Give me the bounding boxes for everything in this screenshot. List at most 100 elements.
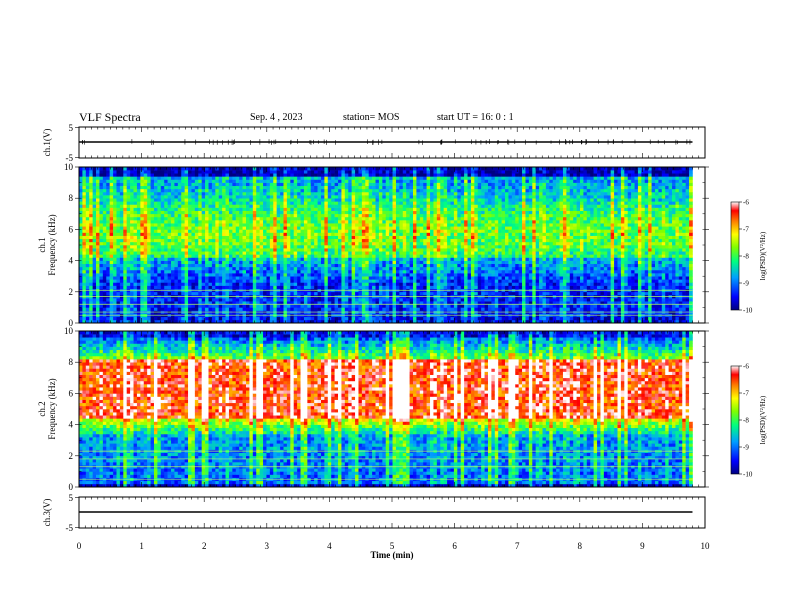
spec-cell xyxy=(290,210,295,215)
spec-cell xyxy=(303,229,308,233)
spec-cell xyxy=(109,298,114,302)
spec-cell xyxy=(102,223,107,227)
spec-cell xyxy=(164,245,168,249)
spec-cell xyxy=(116,216,121,221)
spec-cell xyxy=(307,257,312,261)
spec-cell xyxy=(263,201,267,205)
spec-cell xyxy=(130,216,134,221)
spec-cell xyxy=(249,263,254,268)
spec-cell xyxy=(348,273,352,277)
spec-cell xyxy=(290,223,295,227)
spec-cell xyxy=(365,238,369,243)
spec-cell xyxy=(218,220,223,224)
spec-cell xyxy=(208,291,213,296)
spec-cell xyxy=(246,269,250,274)
spec-cell xyxy=(334,291,339,296)
spec-cell xyxy=(314,223,318,227)
spec-cell xyxy=(338,257,342,261)
spec-cell xyxy=(324,251,329,255)
spec-cell xyxy=(355,210,359,215)
spec-cell xyxy=(191,260,196,265)
spec-cell xyxy=(164,173,168,177)
spec-cell xyxy=(164,170,168,174)
spec-cell xyxy=(119,213,124,218)
spec-cell xyxy=(106,254,110,258)
spec-cell xyxy=(395,204,400,208)
spec-cell xyxy=(79,170,83,174)
spec-cell xyxy=(341,213,346,218)
spec-cell xyxy=(273,257,277,261)
spec-cell xyxy=(355,229,359,233)
spec-cell xyxy=(252,204,257,208)
spec-cell xyxy=(256,182,260,187)
spec-cell xyxy=(297,201,301,205)
spec-cell xyxy=(113,195,117,199)
spec-cell xyxy=(297,266,301,271)
spec-cell xyxy=(116,207,121,211)
spec-cell xyxy=(300,167,305,171)
spec-cell xyxy=(252,257,257,261)
spec-cell xyxy=(113,238,117,243)
spec-cell xyxy=(290,216,295,221)
spec-cell xyxy=(181,304,185,308)
spec-cell xyxy=(99,298,104,302)
spec-cell xyxy=(208,304,213,308)
spec-cell xyxy=(116,257,121,261)
spec-cell xyxy=(378,245,383,249)
spec-cell xyxy=(133,173,138,177)
spec-cell xyxy=(89,319,93,324)
spec-cell xyxy=(269,301,274,305)
spec-cell xyxy=(232,182,237,187)
spec-cell xyxy=(188,185,192,190)
spec-cell xyxy=(382,223,387,227)
spec-cell xyxy=(184,316,189,321)
spec-cell xyxy=(136,191,141,196)
spec-cell xyxy=(174,269,179,274)
spec-cell xyxy=(119,179,124,183)
spec-cell xyxy=(143,235,148,240)
spec-cell xyxy=(222,176,226,180)
spec-cell xyxy=(276,198,281,202)
spec-cell xyxy=(314,276,318,280)
spec-cell xyxy=(89,176,93,180)
spec-cell xyxy=(368,241,373,246)
spec-cell xyxy=(232,188,237,193)
spec-cell xyxy=(160,257,165,261)
spec-cell xyxy=(85,285,90,289)
spec-cell xyxy=(382,207,387,211)
spec-cell xyxy=(116,176,121,180)
spec-cell xyxy=(208,223,213,227)
spec-cell xyxy=(188,263,192,268)
spec-cell xyxy=(256,266,260,271)
spec-cell xyxy=(153,235,158,240)
spec-cell xyxy=(198,232,202,236)
spec-cell xyxy=(361,191,366,196)
spec-cell xyxy=(160,248,165,252)
spec-cell xyxy=(116,185,121,190)
spec-cell xyxy=(96,276,100,280)
spec-cell xyxy=(392,263,397,268)
spec-cell xyxy=(252,279,257,283)
spec-cell xyxy=(334,235,339,240)
spec-cell xyxy=(310,307,315,311)
spec-cell xyxy=(395,291,400,296)
spec-cell xyxy=(297,226,301,230)
spec-cell xyxy=(242,285,247,289)
spec-cell xyxy=(259,188,264,193)
spec-cell xyxy=(269,207,274,211)
spec-cell xyxy=(147,307,151,311)
spec-cell xyxy=(181,220,185,224)
spec-cell xyxy=(239,269,243,274)
spec-cell xyxy=(392,245,397,249)
spec-cell xyxy=(201,198,206,202)
spec-cell xyxy=(143,216,148,221)
spec-cell xyxy=(293,185,298,190)
spec-cell xyxy=(171,301,175,305)
spec-cell xyxy=(266,269,271,274)
spec-cell xyxy=(290,170,295,174)
spec-cell xyxy=(191,319,196,324)
spec-cell xyxy=(191,291,196,296)
spec-cell xyxy=(167,207,172,211)
spec-cell xyxy=(273,185,277,190)
spec-cell xyxy=(191,179,196,183)
